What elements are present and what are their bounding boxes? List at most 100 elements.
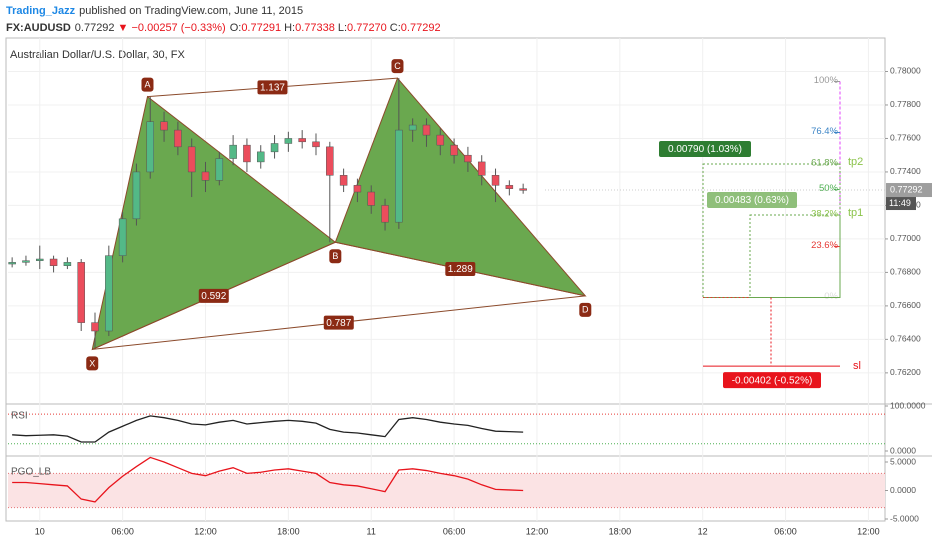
y-tick-label: 0.77600 <box>890 133 921 143</box>
candle-body <box>519 188 527 191</box>
candle-body <box>146 121 155 173</box>
y-tick-label: 0.0000 <box>890 485 916 495</box>
indicator-line <box>12 456 524 503</box>
point-badge <box>329 249 342 264</box>
candle-body <box>77 262 85 323</box>
candle-body <box>91 322 99 332</box>
h-label: H: <box>284 22 295 34</box>
x-tick-label: 12:00 <box>526 526 549 536</box>
target-box <box>707 192 797 209</box>
o-value: 0.77291 <box>241 22 281 34</box>
candle-body <box>229 144 237 159</box>
point-label: D <box>582 305 589 315</box>
candle-body <box>326 146 334 176</box>
y-tick-label: 5.0000 <box>890 456 916 466</box>
x-tick-label: 11 <box>367 526 376 536</box>
candle-body <box>381 205 389 223</box>
candle-body <box>450 144 458 156</box>
candle-body <box>49 258 58 266</box>
candle-body <box>22 260 30 263</box>
y-tick-label: 0.77800 <box>890 99 921 109</box>
l-label: L: <box>338 22 347 34</box>
legend-entry: PGO_LB <box>11 467 51 478</box>
x-tick-label: 12:00 <box>194 526 217 536</box>
point-badge <box>86 356 99 371</box>
countdown-label: 11:49 <box>889 198 911 208</box>
ratio-badge <box>445 262 476 277</box>
fib-level-label: 0% <box>824 291 838 302</box>
target-box <box>659 141 751 158</box>
x-tick-label: 10 <box>35 526 45 536</box>
fib-level-label: 61.8% <box>811 158 838 169</box>
candle-body <box>256 151 265 163</box>
x-tick-label: 12 <box>698 526 708 536</box>
band-fill <box>8 473 885 508</box>
stop-label: sl <box>853 360 861 372</box>
point-badge <box>141 77 154 92</box>
point-label: C <box>394 61 401 71</box>
y-tick-label: 0.76600 <box>890 300 921 310</box>
legend-entry: RSI <box>11 411 28 422</box>
l-value: 0.77270 <box>347 22 387 34</box>
y-tick-label: 0.76400 <box>890 334 921 344</box>
countdown-box <box>886 197 916 211</box>
change: ▼ −0.00257 (−0.33%) <box>118 22 226 34</box>
x-tick-label: 06:00 <box>111 526 134 536</box>
candle-body <box>353 185 362 193</box>
fib-level-label: 50% <box>819 183 839 194</box>
candle-body <box>422 124 431 136</box>
target-zone <box>702 163 841 299</box>
stop-text: -0.00402 (-0.52%) <box>732 375 813 386</box>
ratio-label: 0.592 <box>201 291 226 302</box>
fib-level-label: 100% <box>814 75 839 86</box>
x-tick-label: 06:00 <box>774 526 797 536</box>
candle-body <box>63 262 72 266</box>
ratio-badge <box>323 315 354 330</box>
chart-title: Australian Dollar/U.S. Dollar, 30, FX <box>10 49 186 61</box>
y-tick-label: 0.0000 <box>890 445 916 455</box>
ratio-label: 1.137 <box>260 83 285 94</box>
ratio-label: 0.787 <box>326 318 351 329</box>
c-label: C: <box>390 22 401 34</box>
y-tick-label: 0.76800 <box>890 267 921 277</box>
candle-body <box>270 143 279 153</box>
ratio-badge <box>257 80 288 95</box>
y-tick-label: 0.77400 <box>890 166 921 176</box>
x-tick-label: 06:00 <box>443 526 466 536</box>
candle-body <box>201 171 210 181</box>
candle-body <box>339 175 348 186</box>
header-line: Trading_Jazz published on TradingView.com… <box>6 5 303 17</box>
price-tag-box <box>886 183 932 198</box>
candle-body <box>215 158 224 181</box>
candle-body <box>105 255 113 332</box>
point-label: X <box>89 358 95 368</box>
point-label: A <box>144 79 150 89</box>
x-tick-label: 18:00 <box>277 526 300 536</box>
candle-body <box>132 171 141 220</box>
point-badge <box>391 59 404 74</box>
target-zone <box>749 214 841 299</box>
symbol: FX:AUDUSD <box>6 22 71 34</box>
candle-body <box>187 146 196 173</box>
last: 0.77292 <box>75 22 115 34</box>
candle-body <box>491 175 500 186</box>
candle-body <box>408 124 417 131</box>
published: published on TradingView.com, June 11, 2… <box>79 5 303 17</box>
symbol-line: FX:AUDUSD 0.77292 ▼ −0.00257 (−0.33%) O:0.7… <box>6 22 441 34</box>
candle-body <box>298 138 306 143</box>
o-label: O: <box>230 22 242 34</box>
point-label: B <box>332 251 338 261</box>
ratio-label: 1.289 <box>448 264 473 275</box>
x-tick-label: 12:00 <box>857 526 880 536</box>
c-value: 0.77292 <box>401 22 441 34</box>
fib-level-label: 76.4% <box>811 126 838 137</box>
candle-body <box>243 144 251 163</box>
x-tick-label: 18:00 <box>609 526 632 536</box>
candle-body <box>395 129 403 223</box>
candle-body <box>477 161 486 176</box>
target-text: 0.00483 (0.63%) <box>715 195 789 206</box>
stop-box <box>723 372 821 389</box>
candle-body <box>505 185 514 189</box>
target-label: tp1 <box>848 207 863 219</box>
